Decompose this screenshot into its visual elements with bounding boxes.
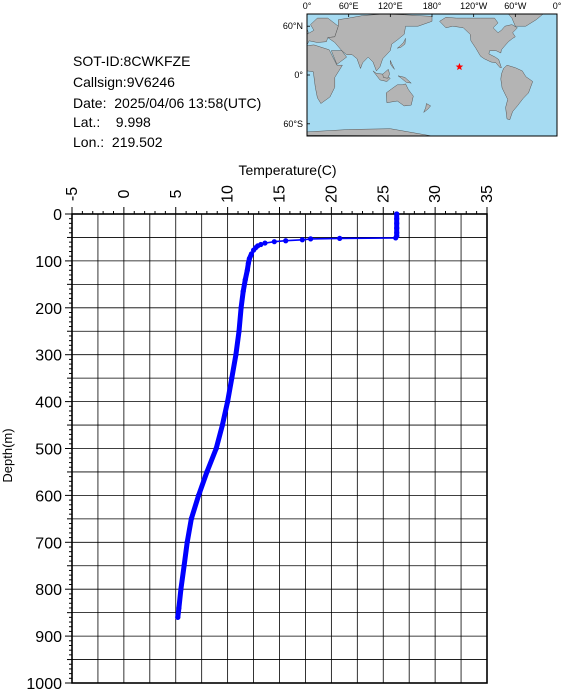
map-lon-label: 120°E	[378, 1, 403, 11]
data-point	[195, 492, 202, 498]
y-tick-label: 900	[35, 629, 62, 646]
data-point	[219, 422, 226, 428]
philippines-landmass	[390, 60, 395, 70]
data-point	[236, 328, 242, 334]
data-point	[262, 240, 268, 246]
borneo-landmass	[382, 68, 390, 79]
africa-landmass	[306, 44, 343, 104]
y-tick-label: 400	[35, 395, 62, 412]
y-tick-label: 0	[53, 207, 62, 224]
data-point	[242, 277, 248, 283]
x-axis-title: Temperature(C)	[238, 162, 336, 178]
data-point	[244, 267, 250, 273]
data-point	[248, 251, 255, 257]
data-point	[213, 445, 219, 452]
data-point	[178, 586, 184, 592]
x-tick-labels: -5 0 5 10 15 20 25 30 35	[64, 185, 496, 203]
indonesia-landmass	[372, 70, 391, 82]
data-point	[229, 375, 235, 381]
y-tick-label: 300	[35, 348, 62, 365]
data-point	[394, 216, 400, 222]
y-axis-title: Depth(m)	[0, 428, 15, 482]
x-tick-label: 20	[323, 185, 340, 203]
newguinea-landmass	[397, 75, 412, 84]
map-lat-label: 60°S	[283, 119, 303, 129]
y-tick-label: 200	[35, 301, 62, 318]
longitude-text: Lon.: 219.502	[73, 134, 163, 150]
sot-id-text: SOT-ID:8CWKFZE	[73, 53, 191, 69]
y-tick-label: 600	[35, 488, 62, 505]
data-point	[337, 235, 343, 241]
y-tick-labels: 0 100 200 300 400 500 600 700 800 900 1000	[26, 207, 62, 690]
y-tick-label: 800	[35, 582, 62, 599]
x-tick-label: 15	[272, 185, 289, 203]
profile-line	[177, 214, 398, 618]
world-map: 0° 60°E 120°E 180° 120°W 60°W 0° 60°N0°60°S	[283, 1, 562, 137]
map-landmasses	[306, 13, 544, 137]
data-point	[308, 236, 314, 242]
map-lon-label: 180°	[423, 1, 442, 11]
x-tick-label: 5	[168, 189, 185, 198]
data-point	[233, 352, 239, 358]
asia-landmass	[327, 13, 433, 72]
southamerica-landmass	[500, 64, 534, 121]
map-lon-label: 0°	[303, 1, 312, 11]
y-tick-label: 1000	[26, 676, 62, 690]
data-point	[240, 288, 246, 294]
data-point	[394, 225, 400, 231]
map-lat-label: 0°	[294, 70, 303, 80]
data-point	[176, 605, 182, 611]
x-tick-label: 25	[375, 185, 392, 203]
date-text: Date: 2025/04/06 13:58(UTC)	[73, 95, 262, 111]
x-tick-label: 10	[220, 185, 237, 203]
data-point	[394, 220, 400, 226]
x-tick-label: 0	[116, 189, 133, 198]
data-point	[225, 399, 231, 405]
y-tick-label: 500	[35, 442, 62, 459]
y-tick-label: 700	[35, 535, 62, 552]
data-point	[299, 237, 305, 243]
x-tick-label: 30	[427, 185, 444, 203]
plot-grid	[71, 213, 488, 684]
y-tick-label: 100	[35, 254, 62, 271]
data-point	[181, 563, 187, 569]
plot-axes	[65, 207, 488, 684]
map-lat-label: 60°N	[283, 21, 303, 31]
data-point	[393, 235, 399, 241]
map-lon-label: 60°E	[339, 1, 359, 11]
newzealand-landmass	[423, 103, 431, 113]
data-point	[245, 260, 251, 266]
arabia-landmass	[330, 50, 347, 65]
map-lon-label: 0°	[553, 1, 562, 11]
data-point	[238, 305, 244, 311]
callsign-text: Callsign:9V6246	[73, 74, 175, 90]
x-tick-label: -5	[64, 187, 81, 201]
x-tick-label: 35	[479, 185, 496, 203]
northamerica-landmass	[439, 17, 518, 68]
float-position-marker	[455, 62, 464, 71]
data-point	[271, 239, 277, 245]
data-point	[246, 255, 253, 262]
latitude-text: Lat.: 9.998	[73, 114, 151, 130]
data-point	[204, 469, 210, 475]
japan-landmass	[397, 38, 406, 49]
data-point	[188, 516, 194, 522]
data-point	[184, 539, 190, 545]
data-point	[283, 238, 289, 244]
temperature-profile	[175, 211, 400, 620]
map-lon-label: 120°W	[460, 1, 488, 11]
data-point	[175, 614, 181, 620]
map-lon-label: 60°W	[504, 1, 527, 11]
australia-landmass	[385, 83, 414, 107]
data-point	[394, 211, 400, 217]
